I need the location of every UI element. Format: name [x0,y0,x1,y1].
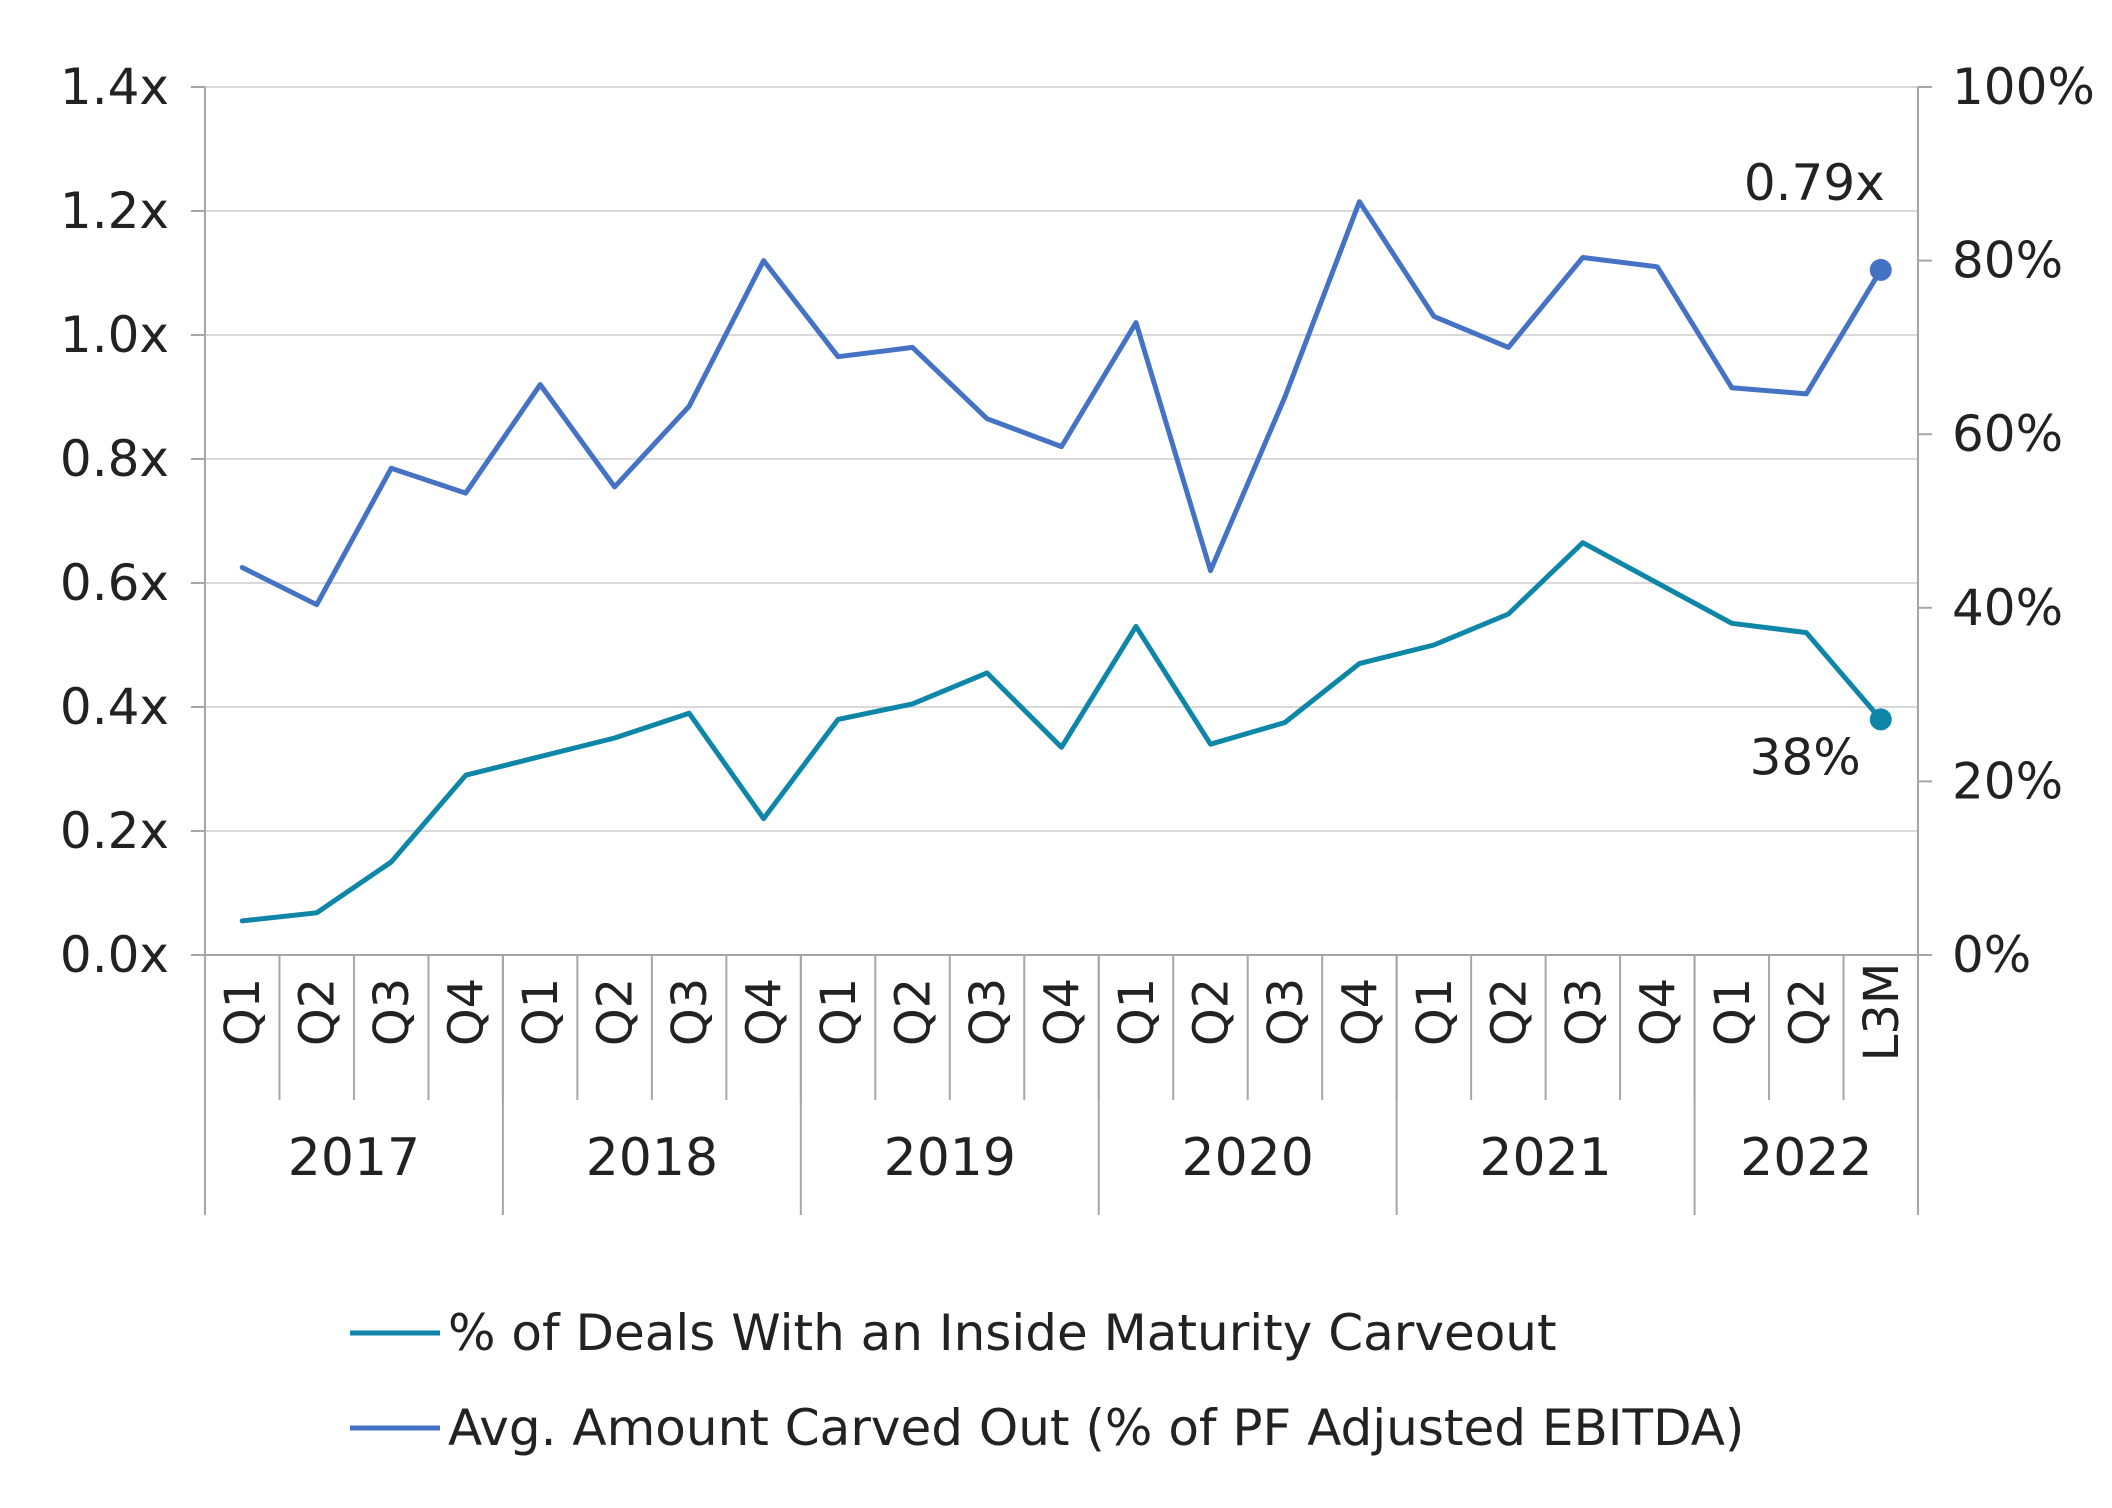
category-tick-label: Q3 [960,978,1016,1046]
series-end-point [1869,708,1892,731]
category-tick-label: Q1 [1109,978,1165,1046]
category-tick-label: Q3 [662,978,718,1046]
right-axis-tick-label: 20% [1952,752,2063,810]
left-axis-tick-label: 1.2x [60,182,169,240]
category-tick-label: Q2 [886,978,942,1046]
axis-labels: 0.0x 0.2x 0.4x 0.6x 0.8x 1.0x 1.2x 1.4x 0% 20% 40%… [60,58,2095,1188]
left-axis-tick-label: 1.0x [60,306,169,364]
category-tick-label: Q4 [1332,978,1388,1046]
category-tick-label: Q4 [1630,978,1686,1046]
year-group-label: 2017 [288,1128,420,1188]
category-tick-label: Q2 [588,978,644,1046]
category-tick-label: Q1 [1407,978,1463,1046]
right-axis-tick-label: 100% [1952,58,2095,116]
year-group-label: 2022 [1740,1128,1872,1188]
category-tick-label: Q2 [1779,978,1835,1046]
category-tick-label: Q3 [364,978,420,1046]
category-tick-label: Q4 [737,978,793,1046]
series-line [239,540,1884,924]
category-tick-label: Q2 [290,978,346,1046]
series-end-point [1869,258,1892,281]
category-tick-label: Q1 [513,978,569,1046]
legend-label: % of Deals With an Inside Maturity Carve… [448,1304,1557,1362]
axes [191,86,1932,1215]
category-tick-label: Q4 [439,978,495,1046]
category-tick-label: Q4 [1035,978,1091,1046]
category-tick-label: Q1 [811,978,867,1046]
category-tick-label: Q3 [1258,978,1314,1046]
left-axis-tick-label: 1.4x [60,58,169,116]
series-line [239,199,1884,608]
series-lines [239,199,1892,924]
right-axis-tick-label: 0% [1952,926,2031,984]
series-end-label: 38% [1750,728,1861,786]
year-group-label: 2021 [1479,1128,1611,1188]
year-group-label: 2020 [1182,1128,1314,1188]
right-axis-tick-label: 80% [1952,232,2063,290]
category-tick-label: Q1 [1705,978,1761,1046]
year-group-label: 2019 [884,1128,1016,1188]
category-tick-label: Q1 [215,978,271,1046]
year-group-label: 2018 [586,1128,718,1188]
right-axis-tick-label: 60% [1952,405,2063,463]
left-axis-tick-label: 0.4x [60,678,169,736]
category-tick-label: Q2 [1481,978,1537,1046]
series-end-label: 0.79x [1744,154,1885,212]
gridlines [205,86,1918,832]
left-axis-tick-label: 0.8x [60,430,169,488]
category-tick-label: Q2 [1183,978,1239,1046]
left-axis-tick-label: 0.2x [60,802,169,860]
left-axis-tick-label: 0.0x [60,926,169,984]
legend-label: Avg. Amount Carved Out (% of PF Adjusted… [448,1399,1744,1457]
category-tick-label: Q3 [1556,978,1612,1046]
right-axis-tick-label: 40% [1952,579,2063,637]
category-tick-label: L3M [1854,963,1910,1062]
left-axis-tick-label: 0.6x [60,554,169,612]
legend: % of Deals With an Inside Maturity Carve… [350,1304,1744,1457]
